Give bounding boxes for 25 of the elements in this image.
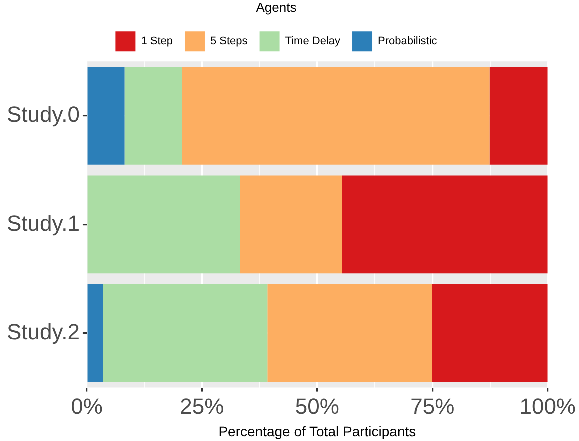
y-tick-label: Study.2 [6,319,80,344]
x-axis-title: Percentage of Total Participants [218,423,416,440]
x-tick-label: 50% [295,394,340,420]
bar [240,176,342,274]
x-tick-label: 0% [71,394,103,420]
bar [490,67,548,165]
y-tick-label: Study.0 [6,102,80,128]
x-tick-label: 25% [180,394,224,420]
bar [342,176,548,274]
legend-label: Probabilistic [378,36,438,48]
bar [432,284,548,382]
bar [103,284,268,382]
bar [124,67,182,165]
bar [268,284,432,382]
legend-title: Agents [256,0,298,16]
legend-label: 5 Steps [210,36,248,48]
bar [88,284,104,382]
y-tick-label: Study.1 [6,210,80,236]
x-tick-label: 100% [520,394,576,420]
x-tick-label: 75% [410,394,455,420]
bar [88,67,125,165]
legend-label: Time Delay [285,36,342,48]
bar [182,67,490,165]
bar [88,176,240,274]
legend-label: 1 Step [141,36,173,48]
